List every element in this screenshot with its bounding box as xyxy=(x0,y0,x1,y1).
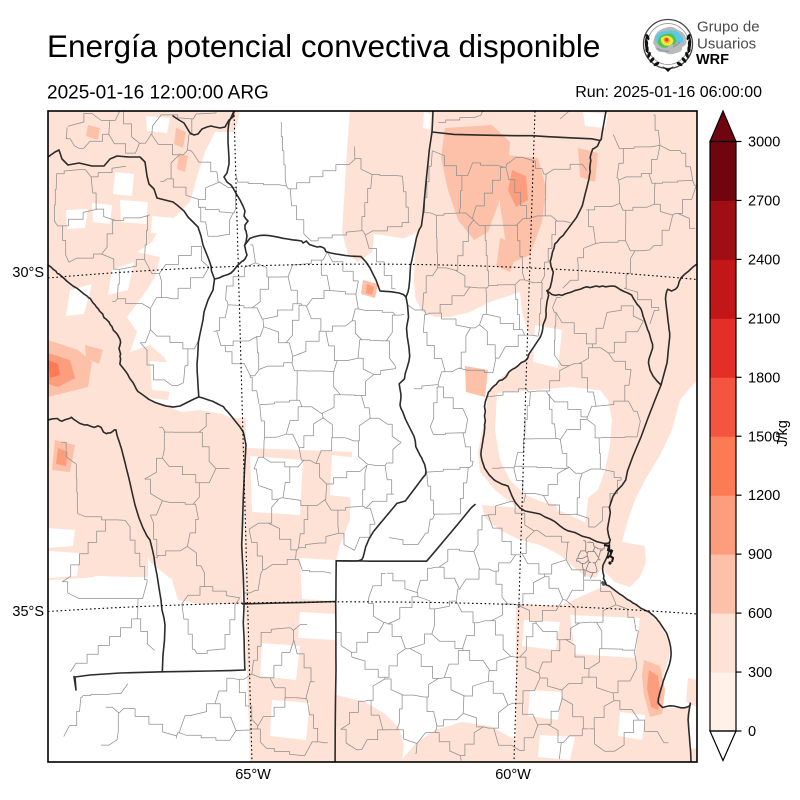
svg-text:2025-01-16 12:00:00 ARG: 2025-01-16 12:00:00 ARG xyxy=(47,83,269,104)
svg-text:30°S: 30°S xyxy=(12,265,44,281)
svg-text:60°W: 60°W xyxy=(495,767,531,783)
svg-text:Energía potencial convectiva d: Energía potencial convectiva disponible xyxy=(47,28,600,64)
svg-text:2100: 2100 xyxy=(748,311,780,327)
svg-text:2700: 2700 xyxy=(748,193,780,209)
svg-text:65°W: 65°W xyxy=(235,767,271,783)
svg-text:3000: 3000 xyxy=(748,135,780,151)
svg-text:1200: 1200 xyxy=(748,488,780,504)
svg-text:Grupo de: Grupo de xyxy=(697,19,760,36)
svg-text:2400: 2400 xyxy=(748,252,780,268)
svg-text:600: 600 xyxy=(748,606,772,622)
svg-text:Usuarios: Usuarios xyxy=(697,36,756,53)
svg-text:WRF: WRF xyxy=(696,52,729,68)
svg-text:300: 300 xyxy=(748,665,772,681)
svg-text:0: 0 xyxy=(748,724,756,740)
svg-text:1800: 1800 xyxy=(748,370,780,386)
svg-text:1500: 1500 xyxy=(748,429,780,445)
svg-text:J/kg: J/kg xyxy=(775,420,791,447)
svg-text:35°S: 35°S xyxy=(12,604,44,620)
svg-text:Run: 2025-01-16 06:00:00: Run: 2025-01-16 06:00:00 xyxy=(575,84,762,101)
svg-text:900: 900 xyxy=(748,547,772,563)
